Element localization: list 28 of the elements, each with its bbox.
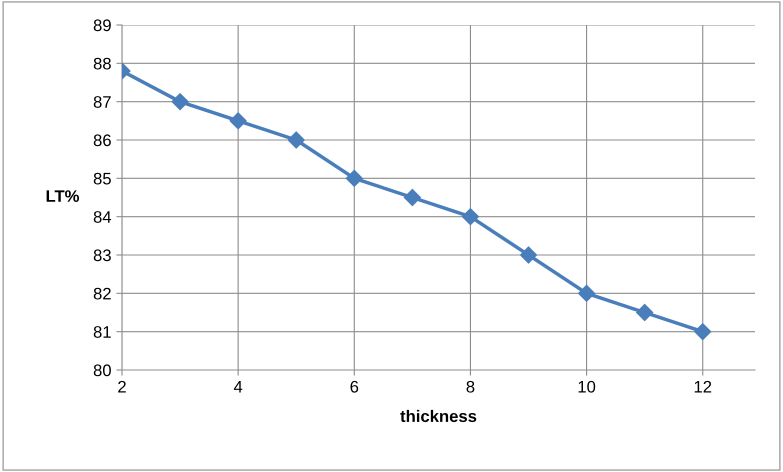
x-tick-label: 12 — [694, 380, 712, 392]
x-tick-label: 2 — [118, 380, 126, 392]
point — [694, 323, 712, 340]
y-tick-label: 85 — [94, 172, 111, 185]
point — [404, 188, 421, 206]
point — [462, 208, 479, 226]
point — [288, 131, 305, 149]
point — [172, 93, 189, 110]
x-tick-label: 6 — [350, 380, 358, 393]
point — [520, 246, 538, 264]
y-tick-label: 89 — [94, 19, 111, 32]
y-tick-label: 81 — [94, 326, 111, 338]
x-tick-label: 10 — [578, 380, 596, 393]
y-tick-label: 80 — [94, 364, 111, 376]
y-tick-label: 86 — [94, 134, 111, 146]
y-tick-label: 83 — [94, 249, 111, 262]
y-axis-title: LT% — [46, 190, 80, 202]
point — [636, 304, 654, 322]
point — [230, 112, 247, 130]
x-tick-label: 8 — [466, 380, 474, 393]
y-tick-label: 88 — [94, 58, 111, 70]
y-tick-label: 87 — [94, 96, 111, 108]
x-tick-label: 4 — [234, 381, 242, 392]
point — [578, 284, 596, 302]
x-axis-title: thickness — [400, 410, 476, 422]
y-tick-label: 82 — [94, 288, 111, 300]
y-tick-label: 84 — [94, 211, 112, 223]
point — [346, 170, 363, 187]
